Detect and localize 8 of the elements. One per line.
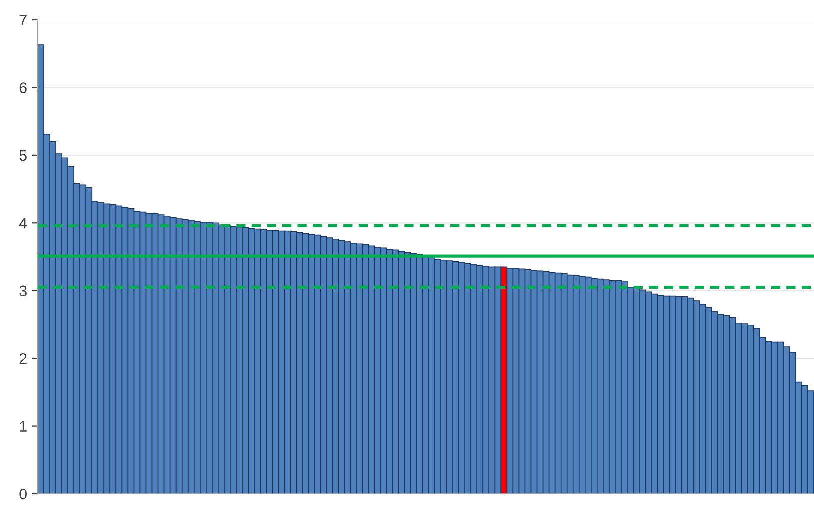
- y-tick-label: 6: [20, 82, 27, 94]
- y-tick-label: 2: [20, 353, 27, 364]
- y-tick-label: 0: [20, 488, 27, 500]
- y-tick-label: 1: [20, 421, 27, 432]
- y-tick-label: 5: [20, 150, 27, 162]
- y-tick-label: 7: [20, 15, 27, 26]
- y-tick-label: 4: [19, 218, 28, 229]
- y-tick-label: 3: [20, 286, 27, 297]
